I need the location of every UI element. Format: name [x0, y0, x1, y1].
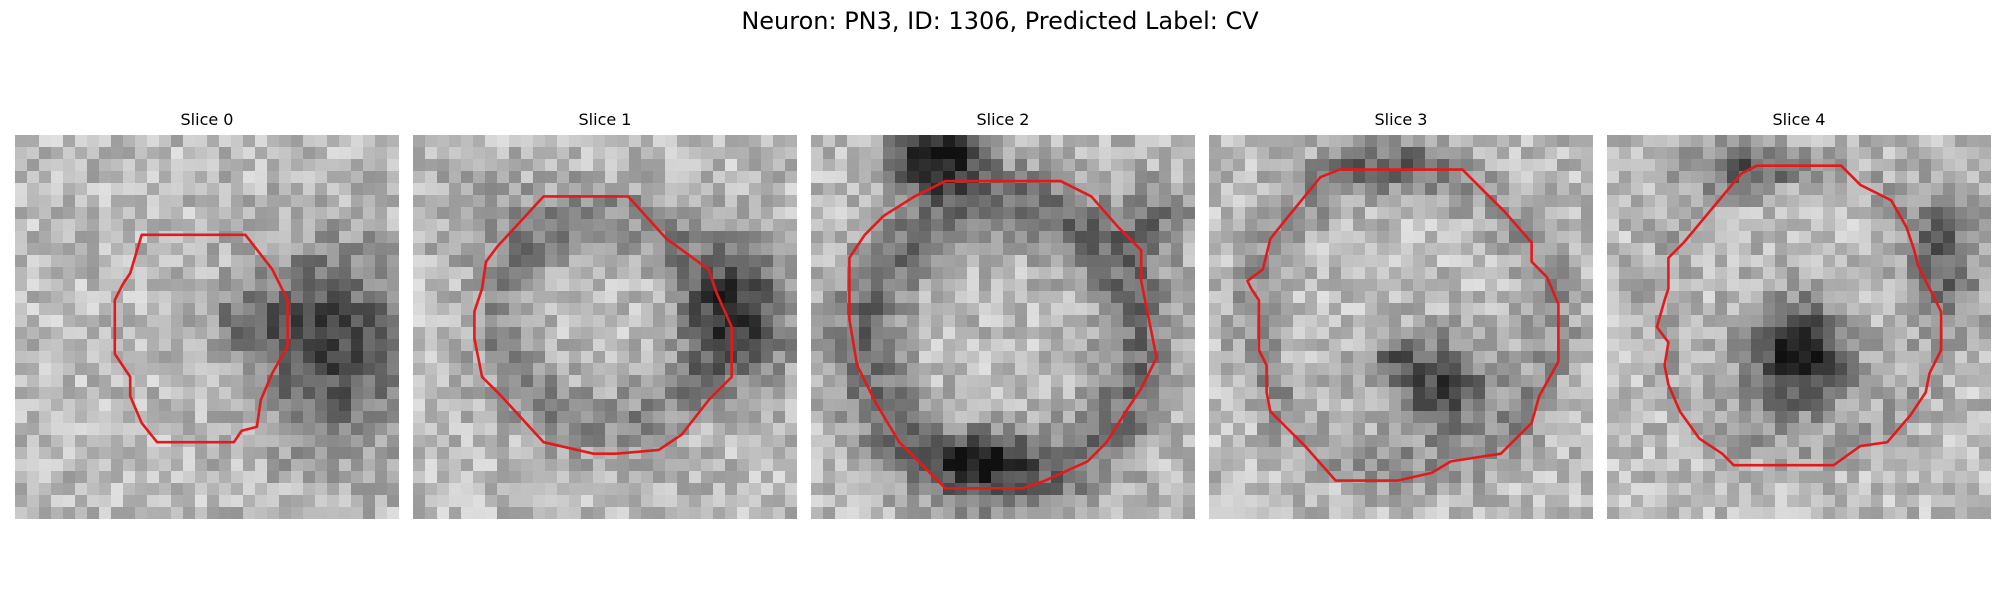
slice-title: Slice 2: [976, 110, 1030, 129]
slice-image: [413, 135, 797, 519]
slice-panel-2: Slice 2: [811, 108, 1195, 519]
figure-title: Neuron: PN3, ID: 1306, Predicted Label: …: [741, 7, 1259, 35]
slice-panel-4: Slice 4: [1607, 108, 1991, 519]
slice-image: [15, 135, 399, 519]
slice-image: [811, 135, 1195, 519]
slice-image: [1209, 135, 1593, 519]
segmentation-contour: [1246, 168, 1560, 482]
slice-image: [1607, 135, 1991, 519]
segmentation-contour: [113, 233, 289, 444]
segmentation-contour: [1655, 164, 1943, 467]
segmentation-contour: [848, 179, 1158, 490]
slice-title: Slice 4: [1772, 110, 1826, 129]
segmentation-contour: [473, 195, 734, 456]
slice-panel-3: Slice 3: [1209, 108, 1593, 519]
slice-panel-0: Slice 0: [15, 108, 399, 519]
slice-title: Slice 1: [578, 110, 632, 129]
slice-title: Slice 3: [1374, 110, 1428, 129]
slice-title: Slice 0: [180, 110, 234, 129]
slice-panel-1: Slice 1: [413, 108, 797, 519]
